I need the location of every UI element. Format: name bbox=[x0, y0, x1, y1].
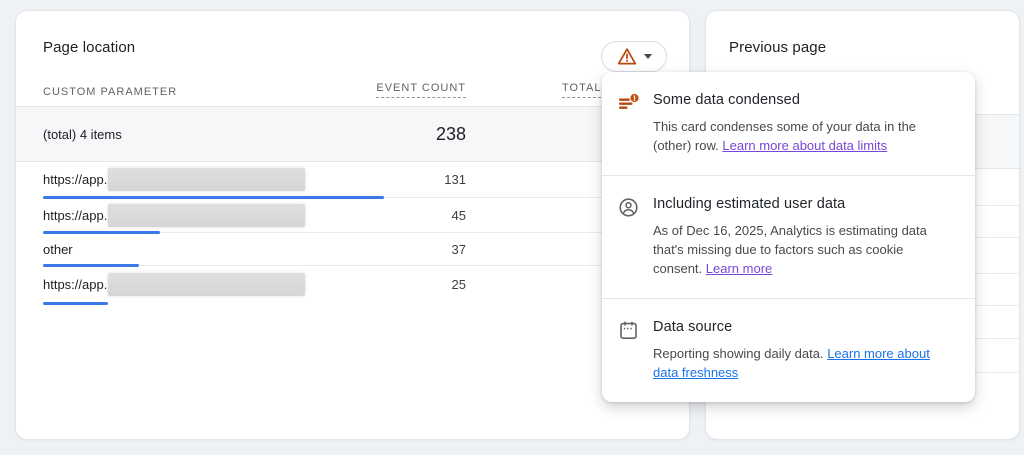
event-count-bar bbox=[43, 231, 160, 234]
redacted-text-blur bbox=[108, 203, 306, 227]
previous-page-card-title: Previous page bbox=[729, 39, 827, 56]
table-row: https://app. 25 bbox=[43, 266, 662, 305]
popover-section-title: Some data condensed bbox=[653, 92, 801, 108]
popover-section-body: Reporting showing daily data. bbox=[653, 346, 824, 361]
popover-section-title: Data source bbox=[653, 319, 733, 335]
learn-more-estimation-link[interactable]: Learn more bbox=[705, 261, 773, 276]
event-count-bar bbox=[43, 196, 384, 199]
popover-section-body: This card condenses some of your data in… bbox=[653, 119, 917, 153]
popover-section-body: As of Dec 16, 2025, Analytics is estimat… bbox=[653, 223, 927, 276]
popover-section-title: Including estimated user data bbox=[653, 196, 846, 212]
total-row-label: (total) 4 items bbox=[43, 126, 122, 142]
row-event-count: 37 bbox=[451, 241, 466, 257]
column-header-custom-parameter: CUSTOM PARAMETER bbox=[43, 86, 178, 98]
table-header-row: CUSTOM PARAMETER EVENT COUNT TOTAL bbox=[43, 80, 662, 98]
popover-section-data-source: Data source Reporting showing daily data… bbox=[602, 299, 975, 402]
chevron-down-icon bbox=[643, 54, 652, 59]
row-label: other bbox=[43, 241, 73, 257]
redacted-text-blur bbox=[108, 168, 306, 191]
popover-section-estimated-user-data: Including estimated user data As of Dec … bbox=[602, 176, 975, 298]
warning-triangle-icon bbox=[617, 47, 637, 66]
row-event-count: 25 bbox=[451, 277, 466, 292]
condensed-data-icon bbox=[618, 92, 640, 155]
learn-more-data-limits-link[interactable]: Learn more about data limits bbox=[722, 138, 888, 153]
event-count-bar bbox=[43, 302, 108, 305]
column-header-event-count[interactable]: EVENT COUNT bbox=[346, 82, 466, 98]
page-location-card-title: Page location bbox=[43, 39, 136, 56]
table-row: https://app. 45 bbox=[43, 198, 662, 234]
learn-more-data-freshness-link[interactable]: Learn more about data freshness bbox=[653, 346, 930, 380]
table-total-row: (total) 4 items 238 bbox=[16, 106, 689, 162]
row-event-count: 131 bbox=[444, 172, 466, 187]
row-label: https://app. bbox=[43, 277, 108, 292]
column-header-total[interactable]: TOTAL bbox=[466, 82, 662, 98]
data-quality-popover: Some data condensed This card condenses … bbox=[602, 72, 975, 402]
page-location-card: Page location CUSTOM PARAMETER EVENT COU… bbox=[15, 10, 690, 440]
row-event-count: 45 bbox=[451, 207, 466, 223]
popover-divider bbox=[602, 298, 975, 299]
popover-divider bbox=[602, 175, 975, 176]
table-row: https://app. 131 bbox=[43, 162, 662, 199]
page-location-table: CUSTOM PARAMETER EVENT COUNT TOTAL (tota… bbox=[16, 80, 689, 305]
event-count-bar bbox=[43, 264, 139, 267]
total-row-value: 238 bbox=[435, 123, 466, 144]
redacted-text-blur bbox=[108, 273, 306, 296]
table-row: other 37 bbox=[43, 233, 662, 267]
row-label: https://app. bbox=[43, 207, 108, 223]
data-quality-button[interactable] bbox=[601, 41, 667, 72]
calendar-icon bbox=[618, 319, 640, 382]
account-circle-icon bbox=[618, 196, 640, 278]
popover-section-data-condensed: Some data condensed This card condenses … bbox=[602, 72, 975, 175]
row-label: https://app. bbox=[43, 172, 108, 187]
